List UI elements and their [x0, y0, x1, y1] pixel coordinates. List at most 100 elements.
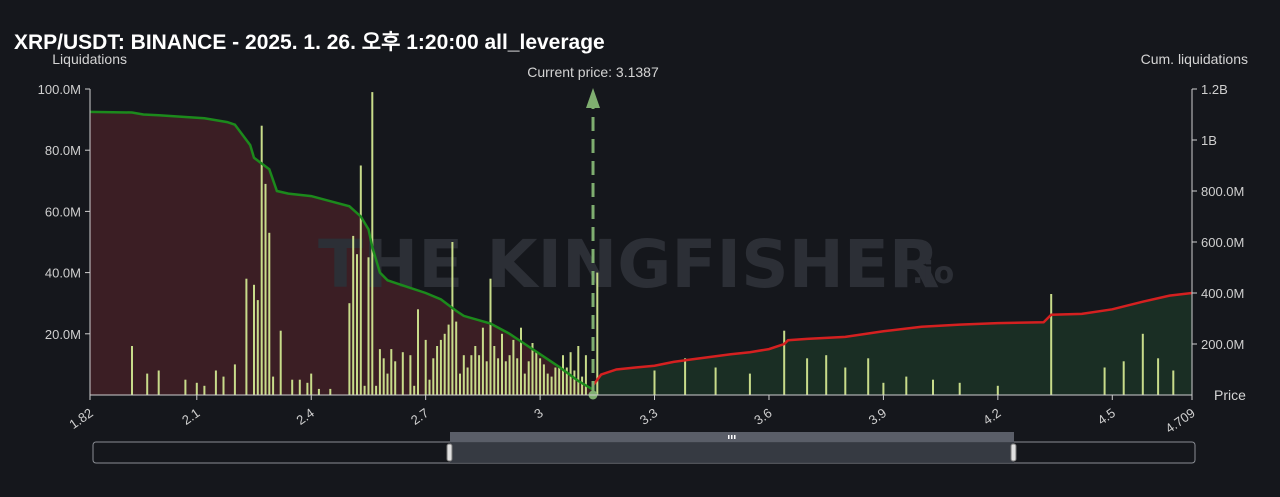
y-right-tick-label: 200.0M — [1201, 337, 1244, 352]
liquidation-bar — [485, 361, 488, 395]
slider-selection[interactable] — [450, 442, 1014, 463]
liquidation-bar — [348, 303, 351, 395]
y-left-tick-label: 60.0M — [45, 204, 81, 219]
y-right-tick-label: 600.0M — [1201, 235, 1244, 250]
liquidation-bar — [806, 358, 809, 395]
liquidation-bar — [527, 361, 530, 395]
liquidation-bar — [1157, 358, 1160, 395]
liquidation-bar — [539, 358, 542, 395]
liquidation-bar — [291, 379, 294, 395]
liquidation-bar — [542, 364, 545, 395]
kingfisher-watermark: THE KINGFISHER .io — [318, 226, 954, 303]
liquidation-bar — [520, 327, 522, 395]
liquidation-bar — [573, 370, 576, 395]
liquidation-bar — [214, 370, 217, 395]
liquidation-bar — [577, 346, 580, 395]
liquidation-bar — [474, 346, 477, 395]
y-right-tick-label: 400.0M — [1201, 286, 1244, 301]
liquidation-bar — [272, 376, 275, 395]
liquidation-bar — [459, 373, 461, 395]
liquidation-bar — [653, 370, 656, 395]
liquidation-bar — [131, 346, 133, 395]
liquidation-bar — [386, 373, 389, 395]
liquidation-bar — [264, 183, 267, 395]
liquidation-bar — [684, 358, 687, 395]
liquidation-bar — [394, 361, 397, 395]
current-price-arrowhead — [586, 88, 601, 108]
liquidation-bar — [466, 367, 469, 395]
liquidation-bar — [1122, 361, 1125, 395]
liquidation-bar — [996, 385, 999, 395]
liquidation-bar — [565, 367, 568, 395]
liquidation-bar — [531, 343, 534, 395]
cum-left-line — [89, 110, 595, 391]
y-left-tick-label: 80.0M — [45, 143, 81, 158]
liquidation-bar — [424, 339, 427, 395]
x-tick-label: 4.5 — [1095, 405, 1118, 428]
slider-right-handle[interactable] — [1010, 443, 1017, 462]
liquidation-bar — [184, 379, 187, 395]
liquidation-bar — [554, 367, 557, 395]
grip-icon — [734, 435, 736, 439]
liquidation-bar — [562, 355, 564, 395]
liquidation-bar — [367, 257, 370, 395]
liquidation-bar — [378, 349, 381, 395]
x-tick-label: 4.2 — [980, 405, 1003, 428]
liquidation-bar — [375, 385, 378, 395]
liquidation-bar — [329, 388, 332, 395]
cum-right-fill — [593, 293, 1192, 395]
liquidation-bar — [310, 373, 313, 395]
liquidation-bar — [958, 382, 961, 395]
liquidation-bar — [1050, 294, 1053, 395]
liquidation-bar — [233, 364, 236, 395]
liquidation-bar — [867, 358, 870, 395]
liquidation-bar — [455, 321, 458, 395]
liquidation-bar — [306, 382, 309, 395]
watermark-text: THE KINGFISHER — [318, 226, 940, 303]
liquidation-bar — [253, 284, 255, 395]
x-tick-label: 1.82 — [66, 405, 95, 432]
liquidation-bar — [558, 367, 561, 395]
liquidation-bar — [1172, 370, 1175, 395]
cumulative-fill-areas — [90, 111, 1192, 396]
y-left-axis-title: Liquidations — [52, 51, 127, 67]
liquidation-bar — [279, 330, 282, 395]
liquidation-bar — [569, 352, 572, 395]
liquidation-bar — [504, 361, 507, 395]
y-right-tick-label: 1B — [1201, 133, 1217, 148]
grip-icon — [731, 435, 733, 439]
liquidation-bar — [1103, 367, 1106, 395]
liquidation-bar — [417, 309, 419, 395]
liquidation-bar — [268, 232, 271, 395]
liquidation-bar — [195, 382, 198, 395]
liquidation-bar — [748, 373, 751, 395]
liquidation-bar — [882, 382, 885, 395]
liquidation-bar — [512, 339, 515, 395]
liquidation-bar — [245, 278, 248, 395]
x-tick-label: 3.9 — [866, 405, 889, 428]
liquidation-bar — [352, 235, 355, 395]
liquidation-bar — [439, 339, 442, 395]
liquidation-bar — [390, 349, 393, 395]
liquidation-bar — [447, 324, 450, 395]
range-slider — [92, 432, 1196, 464]
cumulative-lines — [89, 110, 1193, 391]
y-right-tick-label: 800.0M — [1201, 184, 1244, 199]
liquidation-bar — [428, 379, 431, 395]
liquidation-bar — [714, 367, 717, 395]
x-tick-label: 3 — [531, 405, 546, 421]
liquidation-bar — [146, 373, 149, 395]
liquidation-bar — [432, 358, 435, 395]
liquidation-bar — [581, 376, 584, 395]
y-right-tick-label: 1.2B — [1201, 82, 1228, 97]
liquidation-bar — [260, 125, 263, 395]
liquidation-bar — [222, 376, 225, 395]
liquidation-bar — [584, 355, 587, 395]
liquidation-bar — [298, 379, 301, 395]
cum-right-line — [592, 291, 1193, 386]
cum-left-fill — [90, 111, 594, 396]
liquidation-bar — [481, 327, 484, 395]
slider-left-handle[interactable] — [446, 443, 453, 462]
x-tick-label: 2.7 — [408, 405, 431, 428]
